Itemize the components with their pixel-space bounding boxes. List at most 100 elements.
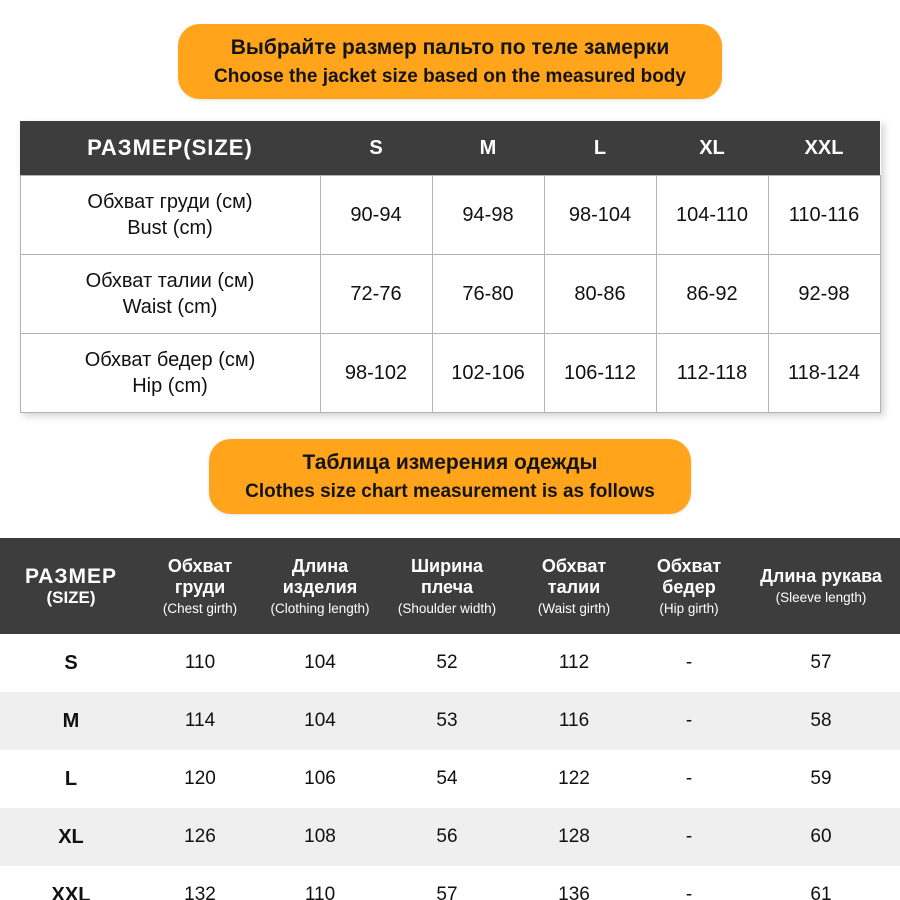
value-cell: 128	[558, 826, 590, 847]
size-header-cell: РАЗМЕР(SIZE)	[20, 121, 320, 176]
value-cell: 57	[810, 652, 832, 673]
column-header-english: (Hip girth)	[659, 600, 719, 616]
size-header-russian: РАЗМЕР	[25, 565, 117, 588]
value-cell: 104	[304, 652, 336, 673]
column-header-russian: Обхват талии	[541, 555, 607, 597]
value-cell: 56	[436, 826, 458, 847]
top-banner-russian-text: Выбрайте размер пальто по теле замерки	[230, 36, 670, 59]
value-cell: 86-92	[655, 254, 769, 334]
column-header-english: (Chest girth)	[162, 600, 238, 616]
value-cell: 61	[810, 884, 832, 900]
value-cell: -	[685, 768, 693, 789]
table-row-size-xxl: XXL 132 110 57 136 - 61	[0, 866, 900, 900]
value-cell: 112	[558, 652, 590, 673]
row-label-russian: Обхват талии (см)	[85, 270, 255, 292]
column-header-s: S	[320, 121, 432, 176]
value-cell: 72-76	[319, 254, 433, 334]
table-row-size-s: S 110 104 52 112 - 57	[0, 634, 900, 692]
value-cell: 110	[304, 884, 336, 900]
column-header-russian: Обхват бедер	[656, 555, 722, 597]
value-cell: 114	[184, 710, 216, 731]
size-header-cell: РАЗМЕР (SIZE)	[0, 538, 142, 634]
body-measurement-table: РАЗМЕР(SIZE) S M L XL XXL Обхват груди (…	[19, 121, 881, 413]
value-cell: 90-94	[319, 175, 433, 255]
value-cell: 98-102	[319, 333, 433, 413]
column-header-english: (Sleeve length)	[775, 590, 867, 605]
column-header-russian: Обхват груди	[167, 555, 233, 597]
column-header-chest: Обхват груди (Chest girth)	[142, 538, 258, 634]
column-header-english: (Clothing length)	[270, 600, 370, 616]
value-cell: 112-118	[655, 333, 769, 413]
value-cell: 60	[810, 826, 832, 847]
garment-measurement-table: РАЗМЕР (SIZE) Обхват груди (Chest girth)…	[0, 538, 900, 900]
column-header-length: Длина изделия (Clothing length)	[258, 538, 382, 634]
value-cell: 53	[436, 710, 458, 731]
table-row-size-m: M 114 104 53 116 - 58	[0, 692, 900, 750]
value-cell: -	[685, 652, 693, 673]
column-header-waist: Обхват талии (Waist girth)	[512, 538, 636, 634]
column-header-shoulder: Ширина плеча (Shoulder width)	[382, 538, 512, 634]
column-header-xl: XL	[656, 121, 768, 176]
value-cell: 118-124	[767, 333, 881, 413]
column-header-english: (Shoulder width)	[397, 600, 497, 616]
value-cell: 110-116	[767, 175, 881, 255]
column-header-russian: Длина рукава	[760, 566, 882, 586]
value-cell: 59	[810, 768, 832, 789]
middle-banner-russian-text: Таблица измерения одежды	[302, 451, 598, 474]
value-cell: 52	[436, 652, 458, 673]
value-cell: 108	[304, 826, 336, 847]
top-banner: Выбрайте размер пальто по теле замерки C…	[178, 24, 722, 99]
size-header-english: (SIZE)	[46, 588, 96, 607]
value-cell: -	[685, 884, 693, 900]
value-cell: 57	[436, 884, 458, 900]
column-header-russian: Длина изделия	[282, 555, 358, 597]
value-cell: 102-106	[431, 333, 545, 413]
row-label-russian: Обхват бедер (см)	[84, 349, 256, 371]
top-banner-english-text: Choose the jacket size based on the meas…	[214, 66, 686, 87]
row-label-russian: Обхват груди (см)	[87, 191, 253, 213]
table-row-bust: Обхват груди (см) Bust (cm) 90-94 94-98 …	[19, 175, 881, 255]
size-cell: M	[62, 709, 80, 732]
column-header-xxl: XXL	[768, 121, 880, 176]
table-row-hip: Обхват бедер (см) Hip (cm) 98-102 102-10…	[19, 333, 881, 413]
value-cell: 122	[558, 768, 590, 789]
value-cell: 98-104	[543, 175, 657, 255]
row-label-cell: Обхват груди (см) Bust (cm)	[19, 175, 321, 255]
value-cell: 120	[184, 768, 216, 789]
value-cell: 58	[810, 710, 832, 731]
row-label-english: Bust (cm)	[127, 217, 213, 239]
value-cell: 76-80	[431, 254, 545, 334]
value-cell: 116	[558, 710, 590, 731]
value-cell: 136	[558, 884, 590, 900]
garment-table-header-row: РАЗМЕР (SIZE) Обхват груди (Chest girth)…	[0, 538, 900, 634]
column-header-hip: Обхват бедер (Hip girth)	[636, 538, 742, 634]
value-cell: 126	[184, 826, 216, 847]
table-row-size-xl: XL 126 108 56 128 - 60	[0, 808, 900, 866]
row-label-cell: Обхват талии (см) Waist (cm)	[19, 254, 321, 334]
value-cell: 106-112	[543, 333, 657, 413]
column-header-m: M	[432, 121, 544, 176]
size-cell: S	[64, 651, 78, 674]
column-header-russian: Ширина плеча	[410, 555, 484, 597]
table-row-size-l: L 120 106 54 122 - 59	[0, 750, 900, 808]
row-label-english: Waist (cm)	[122, 296, 218, 318]
value-cell: 92-98	[767, 254, 881, 334]
value-cell: 132	[184, 884, 216, 900]
size-cell: XXL	[51, 883, 91, 900]
column-header-l: L	[544, 121, 656, 176]
table-row-waist: Обхват талии (см) Waist (cm) 72-76 76-80…	[19, 254, 881, 334]
middle-banner: Таблица измерения одежды Clothes size ch…	[209, 439, 691, 514]
row-label-cell: Обхват бедер (см) Hip (cm)	[19, 333, 321, 413]
value-cell: 94-98	[431, 175, 545, 255]
value-cell: -	[685, 826, 693, 847]
size-cell: L	[64, 767, 78, 790]
row-label-english: Hip (cm)	[132, 375, 208, 397]
size-cell: XL	[58, 825, 84, 848]
value-cell: -	[685, 710, 693, 731]
value-cell: 110	[184, 652, 216, 673]
middle-banner-english-text: Clothes size chart measurement is as fol…	[245, 481, 655, 502]
value-cell: 54	[436, 768, 458, 789]
column-header-english: (Waist girth)	[537, 600, 611, 616]
value-cell: 104-110	[655, 175, 769, 255]
column-header-sleeve: Длина рукава (Sleeve length)	[742, 538, 900, 634]
